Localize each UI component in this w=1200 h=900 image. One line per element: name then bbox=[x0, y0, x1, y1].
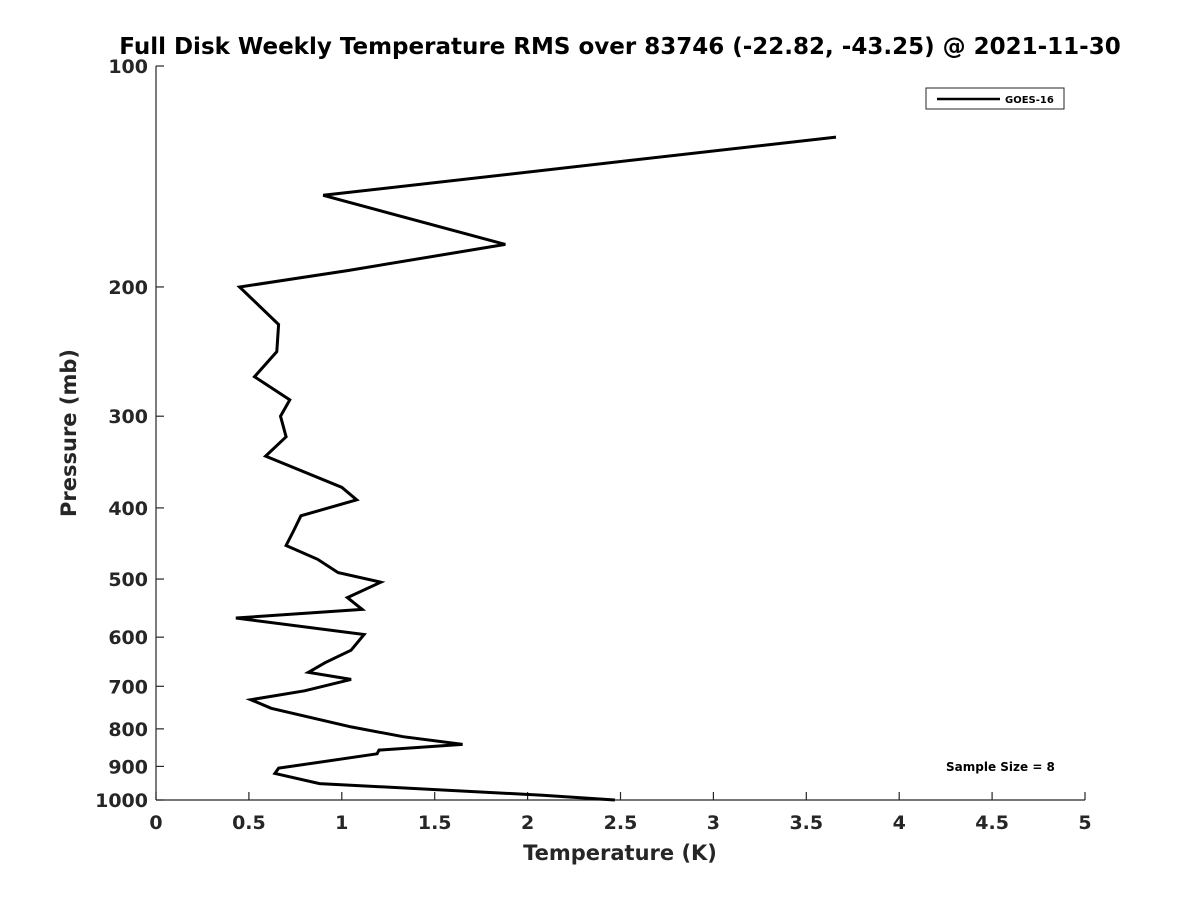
y-tick-label: 700 bbox=[108, 676, 148, 698]
legend-label-goes-16: GOES-16 bbox=[1005, 95, 1054, 106]
x-tick-label: 2 bbox=[521, 812, 534, 834]
x-tick-label: 0.5 bbox=[232, 812, 266, 834]
series-layer bbox=[235, 135, 837, 802]
legend: GOES-16 bbox=[925, 87, 1065, 110]
y-tick-label: 300 bbox=[108, 406, 148, 428]
y-tick-label: 500 bbox=[108, 569, 148, 591]
x-tick-label: 4 bbox=[893, 812, 906, 834]
y-tick-label: 400 bbox=[108, 498, 148, 520]
y-ticks: 100 200 300 400 500 600 700 800 900 1000 bbox=[95, 56, 164, 812]
x-tick-label: 5 bbox=[1078, 812, 1091, 834]
x-ticks: 0 0.5 1 1.5 2 2.5 3 3.5 4 4.5 5 bbox=[149, 792, 1092, 834]
y-tick-label: 600 bbox=[108, 627, 148, 649]
y-tick-label: 200 bbox=[108, 277, 148, 299]
y-axis-label: Pressure (mb) bbox=[57, 349, 81, 517]
x-tick-label: 4.5 bbox=[975, 812, 1009, 834]
x-tick-label: 1 bbox=[335, 812, 348, 834]
x-tick-label: 1.5 bbox=[418, 812, 452, 834]
y-tick-label: 1000 bbox=[95, 790, 148, 812]
x-axis-label: Temperature (K) bbox=[523, 841, 717, 865]
y-tick-label: 900 bbox=[108, 756, 148, 778]
chart-title: Full Disk Weekly Temperature RMS over 83… bbox=[119, 34, 1121, 60]
sample-size-annotation: Sample Size = 8 bbox=[946, 760, 1055, 774]
x-tick-label: 0 bbox=[149, 812, 162, 834]
y-tick-label: 800 bbox=[108, 719, 148, 741]
x-tick-label: 2.5 bbox=[604, 812, 638, 834]
series-line-goes-16 bbox=[235, 135, 837, 802]
x-tick-label: 3 bbox=[707, 812, 720, 834]
x-tick-label: 3.5 bbox=[789, 812, 823, 834]
y-tick-label: 100 bbox=[108, 56, 148, 78]
